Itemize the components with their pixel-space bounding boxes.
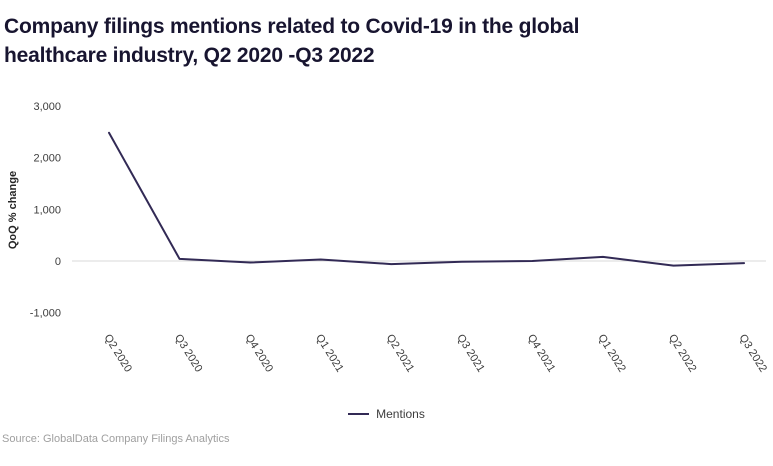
x-tick-label: Q1 2021 <box>313 332 346 374</box>
x-tick-label: Q2 2022 <box>666 332 699 374</box>
source-text: Source: GlobalData Company Filings Analy… <box>2 433 230 445</box>
x-tick-label: Q3 2022 <box>736 332 769 374</box>
x-tick-label: Q2 2020 <box>101 332 134 374</box>
x-tick-label: Q3 2021 <box>454 332 487 374</box>
chart-title-line-1: Company filings mentions related to Covi… <box>4 15 580 38</box>
x-tick-label: Q4 2020 <box>243 332 276 374</box>
x-tick-label: Q3 2020 <box>172 332 205 374</box>
legend: Mentions <box>0 405 773 423</box>
y-tick-label: 2,000 <box>33 153 61 165</box>
legend-line-icon <box>348 413 370 415</box>
mentions-series-line <box>108 131 746 267</box>
chart-title: Company filings mentions related to Covi… <box>4 12 704 70</box>
x-tick-label: Q4 2021 <box>525 332 558 374</box>
y-tick-label: -1,000 <box>30 308 61 320</box>
y-tick-label: 3,000 <box>33 101 61 113</box>
legend-label: Mentions <box>376 407 425 421</box>
x-tick-label: Q1 2022 <box>595 332 628 374</box>
line-chart-svg: 3,000 2,000 1,000 0 -1,000 Q2 2020 Q3 2020 Q4 2… <box>30 101 769 374</box>
x-tick-label: Q2 2021 <box>384 332 417 374</box>
y-tick-label: 0 <box>55 256 61 268</box>
y-tick-label: 1,000 <box>33 204 61 216</box>
chart-title-line-2: healthcare industry, Q2 2020 -Q3 2022 <box>4 44 375 67</box>
